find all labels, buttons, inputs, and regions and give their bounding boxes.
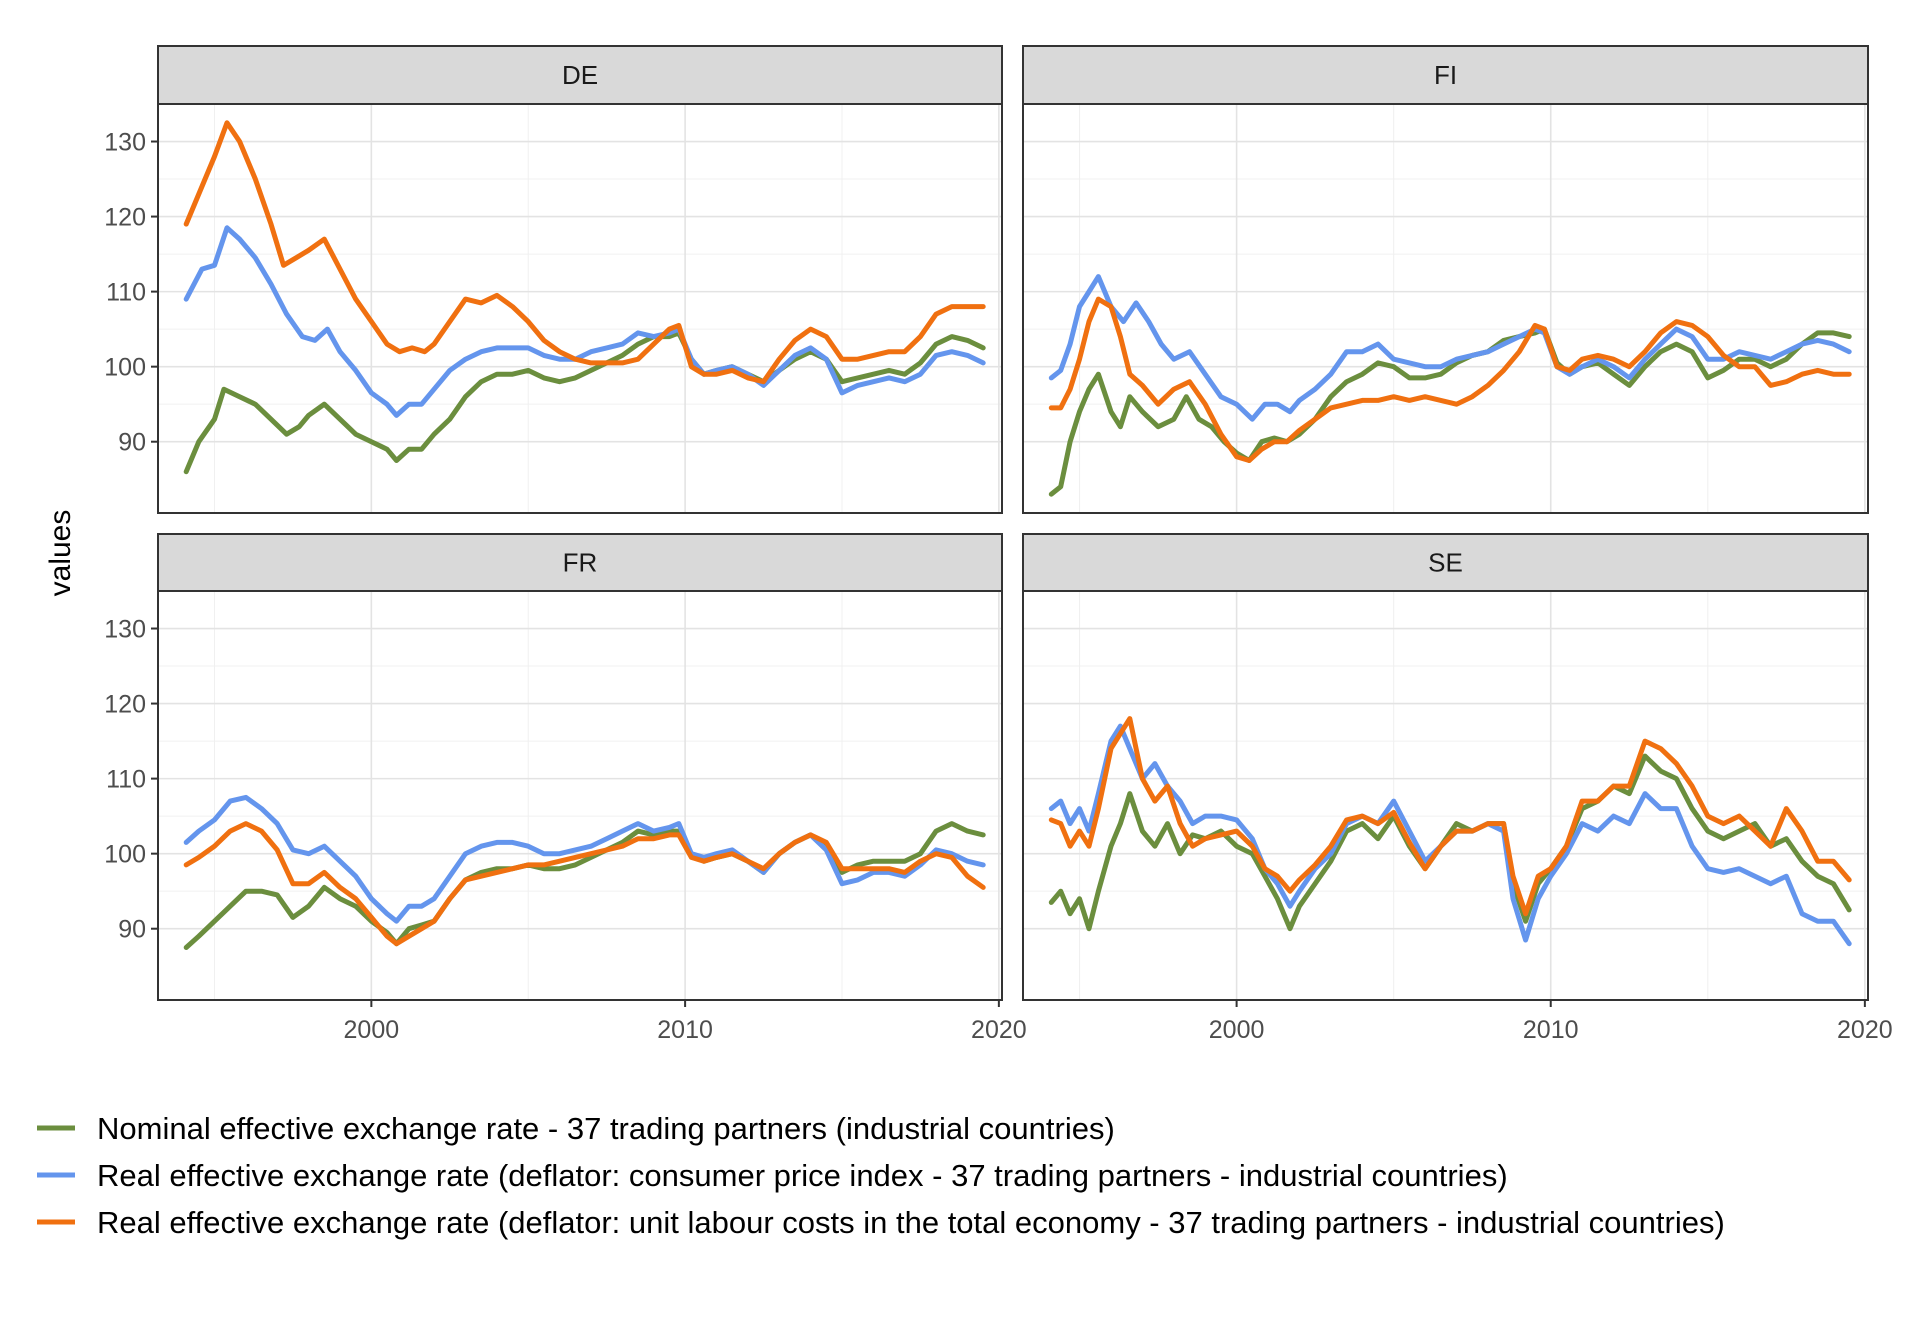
y-tick-label: 90 <box>118 916 146 944</box>
panel-border-se <box>1022 590 1869 1001</box>
facet-label-de: DE <box>562 60 598 90</box>
x-tick-label: 2000 <box>1209 1016 1265 1044</box>
plot-area-fr <box>158 591 1002 1000</box>
facet-label-fi: FI <box>1434 60 1457 90</box>
series-line-nominal-de <box>183 330 986 475</box>
panel-border-fi <box>1022 103 1869 514</box>
series-lines-fi <box>1048 274 1852 497</box>
x-axis-ticks: 2000 2010 2020 2000 2010 2020 <box>344 1000 1893 1044</box>
series-line-cpi-fr <box>183 794 986 924</box>
grid-fr <box>158 591 1002 1000</box>
legend: Nominal effective exchange rate - 37 tra… <box>37 1111 1725 1240</box>
facet-strip-de <box>157 45 1003 105</box>
panel-fr: FR 90 100 110 120 130 <box>104 533 1003 1001</box>
legend-label-cpi: Real effective exchange rate (deflator: … <box>97 1158 1508 1193</box>
facet-strip-fr <box>157 533 1003 592</box>
plot-area-de <box>158 104 1002 513</box>
panel-border-de <box>157 103 1003 514</box>
legend-item-cpi: Real effective exchange rate (deflator: … <box>37 1158 1508 1193</box>
facet-strip-fi <box>1022 45 1869 105</box>
legend-item-ulc: Real effective exchange rate (deflator: … <box>37 1205 1725 1240</box>
y-axis-title: values <box>44 510 77 597</box>
x-tick-label: 2010 <box>1523 1016 1579 1044</box>
y-tick-label: 110 <box>106 279 146 307</box>
y-tick-label: 130 <box>104 616 146 644</box>
facet-panels: DE 90 100 110 120 130 FI FR 90 100 110 120 130 SE <box>104 45 1869 1001</box>
y-tick-label: 100 <box>104 841 146 869</box>
facet-strip-se <box>1022 533 1869 592</box>
series-line-ulc-se <box>1048 716 1852 917</box>
series-line-ulc-fi <box>1048 296 1852 463</box>
series-lines-fr <box>183 794 986 950</box>
series-lines-de <box>183 120 986 475</box>
plot-area-fi <box>1023 104 1868 513</box>
series-lines-se <box>1048 716 1852 947</box>
y-tick-label: 120 <box>104 204 146 232</box>
series-line-cpi-fi <box>1048 274 1852 422</box>
y-tick-label: 110 <box>106 766 146 794</box>
x-tick-label: 2020 <box>1837 1016 1893 1044</box>
panel-se: SE <box>1022 533 1869 1001</box>
plot-area-se <box>1023 591 1868 1000</box>
grid-de <box>158 104 1002 513</box>
x-tick-label: 2010 <box>657 1016 713 1044</box>
y-tick-label: 90 <box>118 429 146 457</box>
series-line-ulc-fr <box>183 821 986 947</box>
y-tick-label: 100 <box>104 354 146 382</box>
x-tick-label: 2020 <box>971 1016 1027 1044</box>
legend-label-nominal: Nominal effective exchange rate - 37 tra… <box>97 1111 1115 1146</box>
series-line-cpi-se <box>1048 723 1852 947</box>
facet-label-se: SE <box>1428 548 1463 578</box>
series-line-ulc-de <box>183 120 986 385</box>
x-tick-label: 2000 <box>344 1016 400 1044</box>
y-tick-label: 130 <box>104 129 146 157</box>
legend-item-nominal: Nominal effective exchange rate - 37 tra… <box>37 1111 1115 1146</box>
legend-label-ulc: Real effective exchange rate (deflator: … <box>97 1205 1725 1240</box>
panel-border-fr <box>157 590 1003 1001</box>
y-tick-label: 120 <box>104 691 146 719</box>
panel-fi: FI <box>1022 45 1869 514</box>
facet-label-fr: FR <box>563 548 598 578</box>
panel-de: DE 90 100 110 120 130 <box>104 45 1003 514</box>
series-line-nominal-fi <box>1048 326 1852 497</box>
